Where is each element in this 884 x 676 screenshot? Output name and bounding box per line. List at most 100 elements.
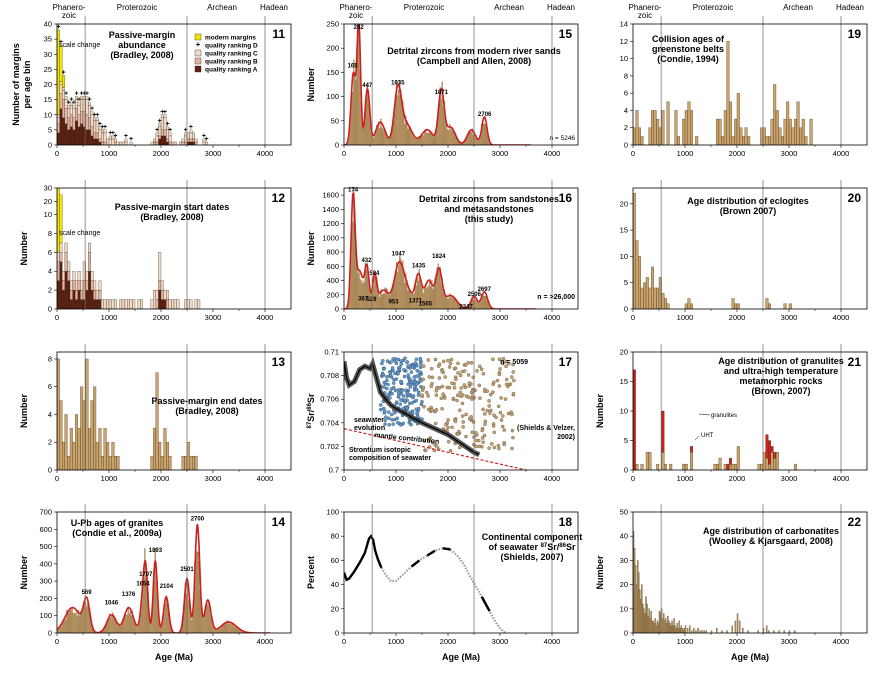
plot-area: [344, 356, 529, 470]
bar: [67, 280, 71, 309]
scatter-point: [458, 390, 462, 395]
bar: [668, 620, 670, 633]
chart-title-line: (Campbell and Allen, 2008): [417, 56, 531, 66]
scatter-point: [382, 367, 386, 371]
x-tick-label: 2000: [153, 637, 170, 646]
plus-marker: +: [90, 106, 94, 113]
solid-curve-segment: [410, 559, 421, 568]
bar: [373, 137, 375, 145]
plot-frame: [632, 187, 868, 310]
peak-label: 1893: [149, 548, 163, 554]
eon-label: Proterozoic: [693, 3, 733, 12]
bar: [690, 446, 693, 453]
chart-title: Age distribution of granulites and ultra-…: [718, 356, 844, 396]
scatter-point: [429, 366, 434, 371]
panel-number: 18: [559, 515, 573, 529]
bar: [637, 560, 639, 633]
solid-curve-segment: [426, 549, 436, 557]
scatter-point: [414, 374, 419, 379]
peak-label: 174: [348, 188, 359, 194]
bar: [189, 141, 193, 145]
bar: [718, 118, 722, 145]
bar: [770, 446, 774, 453]
bar: [744, 127, 748, 145]
chart-title-line: and ultra-high temperature: [724, 366, 839, 376]
y-tick-label: 600: [39, 525, 52, 534]
bar: [93, 299, 97, 309]
plus-marker: +: [184, 127, 188, 134]
bar: [438, 270, 440, 309]
annotation-granulites: granulites: [711, 413, 737, 419]
plus-marker: +: [103, 124, 107, 131]
bar: [65, 619, 67, 633]
scatter-point: [385, 375, 389, 379]
scatter-point: [449, 357, 454, 362]
bar: [153, 428, 156, 470]
bar: [153, 289, 156, 309]
chart-title-line: (Brown, 2007): [751, 386, 810, 396]
scatter-point: [414, 357, 419, 361]
x-tick-label: 1000: [677, 637, 694, 646]
plot-frame: [343, 23, 579, 146]
bar: [72, 442, 76, 470]
bar: [677, 136, 680, 145]
scatter-point: [427, 375, 432, 379]
scatter-point: [481, 371, 486, 376]
y-tick-label: 80: [331, 532, 339, 541]
bar: [67, 611, 69, 633]
y-axis-label: 87Sr/86Sr: [306, 393, 316, 428]
bar: [77, 280, 81, 291]
bar: [641, 584, 643, 633]
bar: [77, 289, 81, 309]
x-tick-label: 1000: [101, 313, 118, 322]
bar: [95, 138, 99, 145]
bar: [419, 136, 422, 145]
peak-label: 1565: [419, 301, 433, 307]
plus-marker: +: [93, 112, 97, 119]
peak-label: 282: [354, 25, 365, 31]
y-tick-label: 0: [48, 141, 52, 150]
bar: [682, 463, 686, 470]
scatter-point: [446, 418, 450, 422]
bar: [166, 598, 168, 633]
bar: [62, 271, 65, 281]
bar: [129, 141, 133, 145]
bar: [684, 625, 687, 633]
bar: [666, 101, 670, 145]
bar: [773, 84, 777, 145]
bar: [117, 626, 119, 633]
bar: [682, 118, 686, 145]
bar: [163, 135, 167, 145]
bar: [103, 299, 107, 309]
bar: [736, 92, 740, 145]
bar: [713, 463, 717, 470]
y-tick-label: 1200: [322, 219, 339, 228]
y-tick-label: 150: [326, 68, 339, 77]
scatter-point: [510, 412, 514, 417]
chart-title: Age distribution of carbonatites (Woolley…: [703, 526, 839, 546]
eon-label: Archean: [783, 3, 813, 12]
y-tick-label: 12: [620, 37, 628, 46]
bar: [88, 271, 91, 309]
eon-header: Phanero-zoic Proterozoic Archean Hadean: [629, 3, 864, 20]
bar: [163, 428, 167, 470]
bar: [762, 127, 766, 145]
bar: [220, 627, 222, 633]
plus-marker: +: [69, 97, 73, 104]
bar: [794, 630, 796, 633]
y-tick-label: 400: [326, 276, 339, 285]
plus-marker: +: [87, 97, 91, 104]
scatter-point: [433, 421, 438, 426]
chart-title-line: Detrital zircons from sandstones: [419, 194, 559, 204]
plus-marker: +: [85, 91, 89, 98]
y-tick-label: 0: [624, 141, 628, 150]
sample-count: n = >26,000: [537, 294, 575, 301]
bar: [72, 612, 74, 633]
solid-curve-segment: [344, 534, 383, 582]
scatter-point: [483, 387, 487, 392]
bar: [98, 141, 102, 145]
y-tick-label: 15: [44, 95, 52, 104]
plus-marker: +: [111, 130, 115, 137]
bar: [355, 79, 357, 145]
x-axis-label: Age (Ma): [155, 652, 193, 662]
